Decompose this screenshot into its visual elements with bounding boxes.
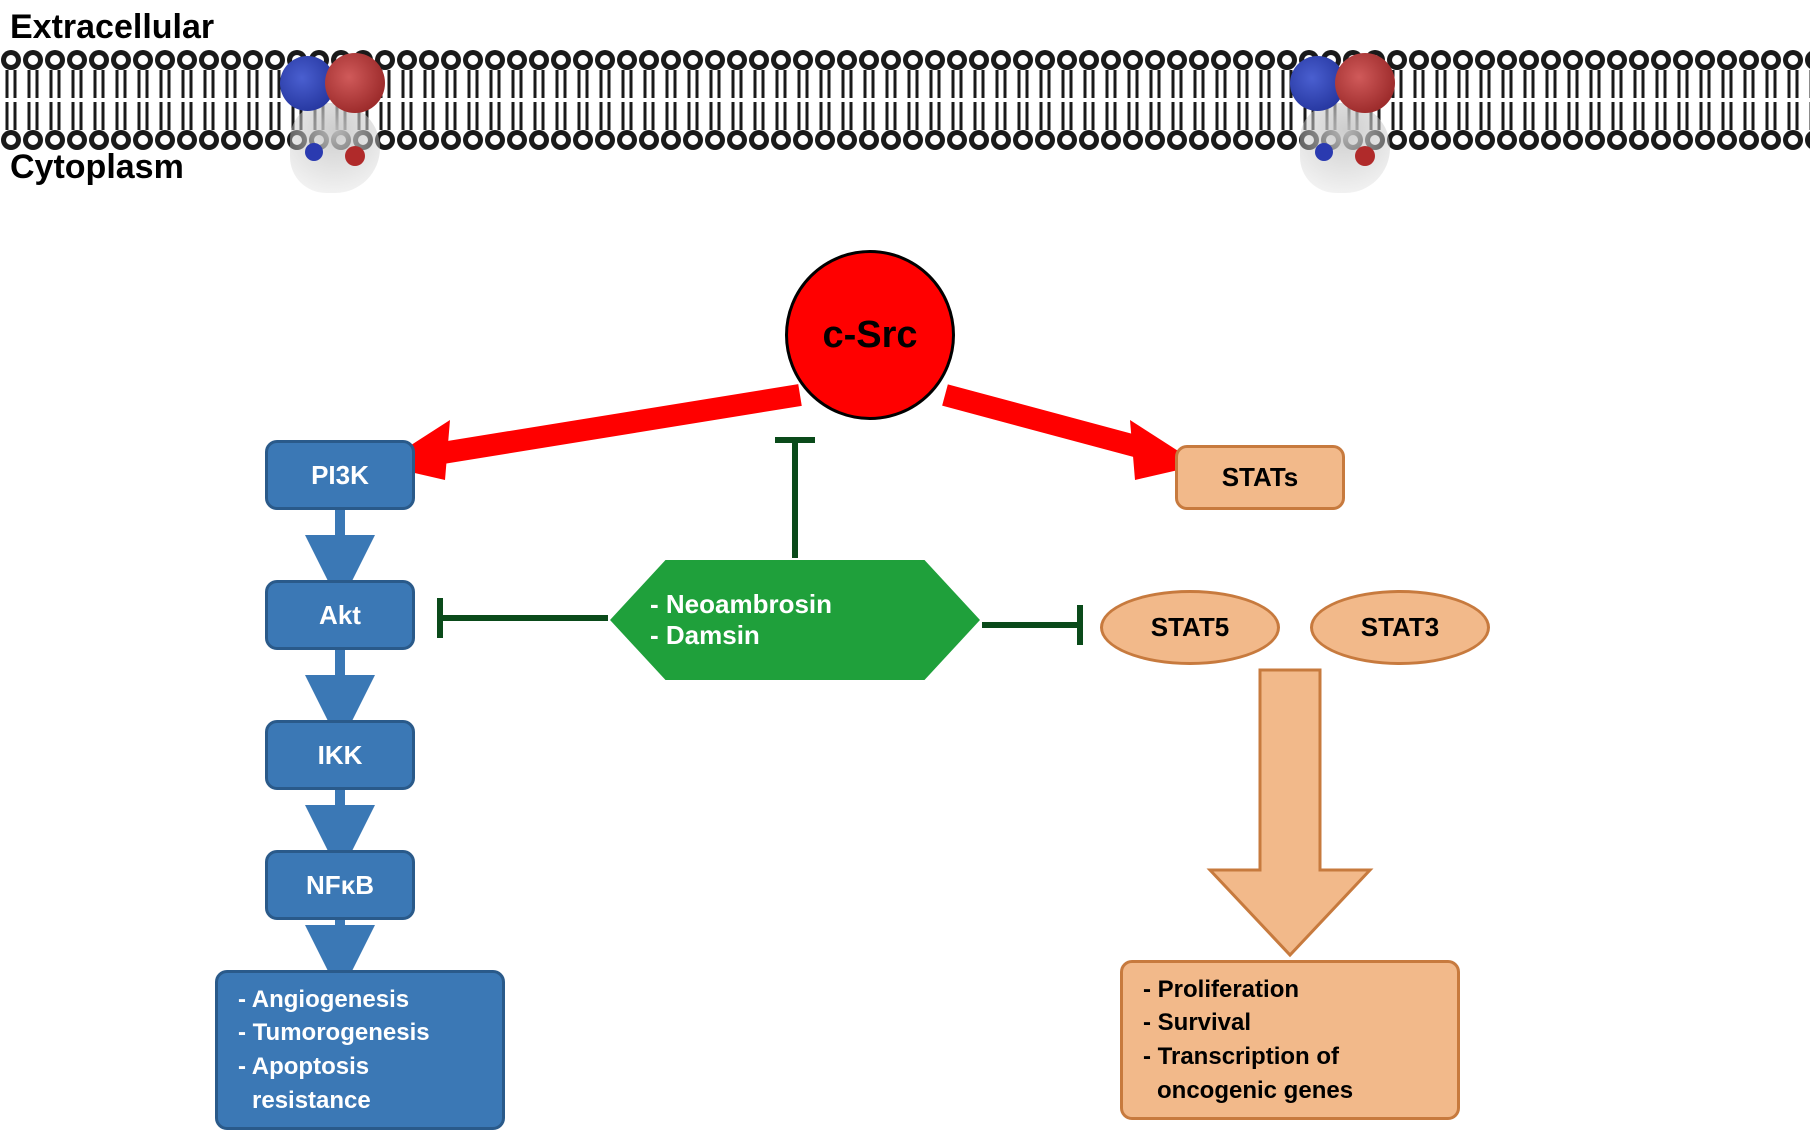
inhibitor-line-1: - Damsin [650,620,760,651]
stats-node: STATs [1175,445,1345,510]
inhibit-to-csrc [775,440,815,558]
csrc-label: c-Src [822,314,917,357]
inhibitor-line-0: - Neoambrosin [650,589,832,620]
right-outcome-node: - Proliferation - Survival - Transcripti… [1120,960,1460,1120]
orange-big-arrow [1210,670,1370,955]
pi3k-label: PI3K [311,460,369,491]
stat5-label: STAT5 [1151,612,1229,643]
csrc-node: c-Src [785,250,955,420]
right-outcome-0: - Proliferation [1143,973,1299,1007]
left-outcome-1: - Tumorogenesis [238,1016,430,1050]
akt-label: Akt [319,600,361,631]
akt-node: Akt [265,580,415,650]
membrane-protein-right [1280,38,1410,198]
stat5-node: STAT5 [1100,590,1280,665]
stats-label: STATs [1222,462,1299,493]
nfkb-node: NFκB [265,850,415,920]
extracellular-label: Extracellular [10,8,214,47]
pi3k-node: PI3K [265,440,415,510]
cytoplasm-label: Cytoplasm [10,148,184,187]
ikk-node: IKK [265,720,415,790]
ikk-label: IKK [318,740,363,771]
inhibit-to-akt [440,598,608,638]
red-arrow-left [380,395,800,480]
right-outcome-1: - Survival [1143,1006,1251,1040]
left-outcome-3: resistance [238,1084,371,1118]
left-outcome-0: - Angiogenesis [238,983,409,1017]
inhibitor-node: - Neoambrosin - Damsin [610,560,980,680]
left-outcome-node: - Angiogenesis - Tumorogenesis - Apoptos… [215,970,505,1130]
left-outcome-2: - Apoptosis [238,1050,369,1084]
stat3-node: STAT3 [1310,590,1490,665]
stat3-label: STAT3 [1361,612,1439,643]
right-outcome-3: oncogenic genes [1143,1074,1353,1108]
right-outcome-2: - Transcription of [1143,1040,1339,1074]
nfkb-label: NFκB [306,870,374,901]
red-arrow-right [945,395,1200,480]
membrane-protein-left [270,38,400,198]
inhibit-to-stat5 [982,605,1080,645]
